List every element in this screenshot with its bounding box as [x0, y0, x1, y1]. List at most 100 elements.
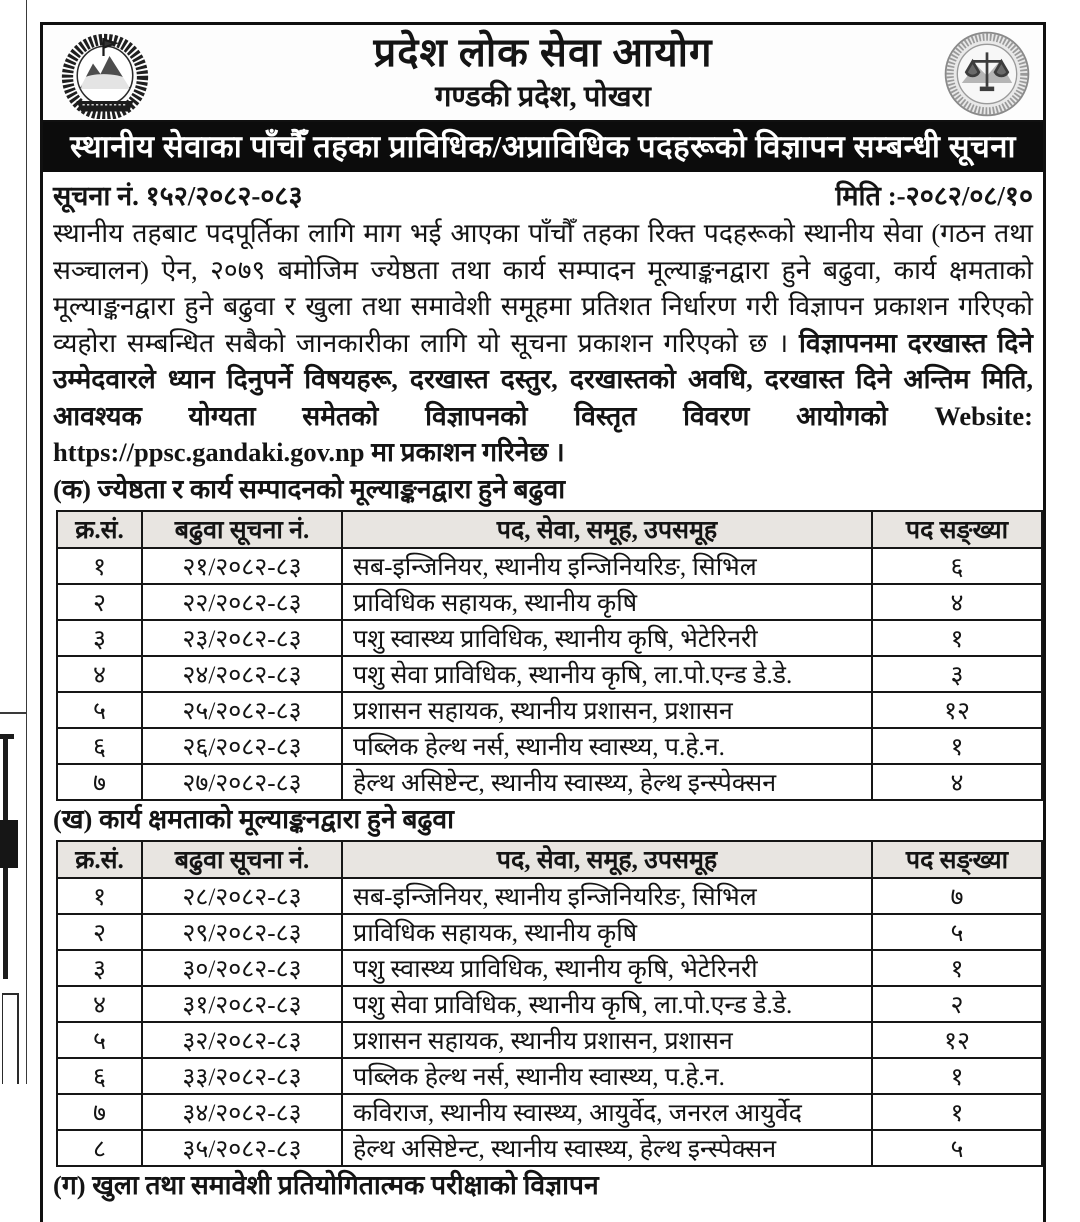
notice-date: मिति :-२०८२/०८/१०	[835, 181, 1033, 211]
notice-document: प्रदेश लोक सेवा आयोग गण्डकी प्रदेश, पोखर…	[40, 22, 1046, 1222]
col-header-notice: बढुवा सूचना नं.	[141, 509, 343, 549]
paragraph-bold-text: विज्ञापनमा दरखास्त दिने उम्मेदवारले ध्या…	[53, 327, 1033, 431]
cell-post: प्रशासन सहायक, स्थानीय प्रशासन, प्रशासन	[341, 1020, 873, 1059]
table-row: १ २१/२०८२-८३ सब-इन्जिनियर, स्थानीय इन्जिनि…	[56, 546, 1043, 585]
promotion-table-seniority: क्र.सं. बढुवा सूचना नं. पद, सेवा, समूह, …	[56, 509, 1043, 801]
cell-notice: २१/२०८२-८३	[141, 546, 343, 585]
cell-sn: १	[56, 546, 143, 585]
section-c-heading: (ग) खुला तथा समावेशी प्रतियोगितात्मक परी…	[53, 1169, 599, 1200]
table-row: ३ ३०/२०८२-८३ पशु स्वास्थ्य प्राविधिक, स्था…	[56, 948, 1043, 987]
adjacent-column-divider	[0, 712, 27, 714]
col-header-sn: क्र.सं.	[56, 509, 143, 549]
cell-count: १	[871, 1056, 1043, 1095]
cell-notice: २८/२०८२-८३	[141, 876, 343, 915]
table-row: ५ ३२/२०८२-८३ प्रशासन सहायक, स्थानीय प्रशास…	[56, 1020, 1043, 1059]
cell-post: पशु स्वास्थ्य प्राविधिक, स्थानीय कृषि, भ…	[341, 618, 873, 657]
paragraph-normal-text: स्थानीय तहबाट पदपूर्तिका लागि माग भई आएक…	[53, 218, 1033, 358]
cell-count: ३	[871, 654, 1043, 693]
table-row: २ २९/२०८२-८३ प्राविधिक सहायक, स्थानीय कृषि…	[56, 912, 1043, 951]
notice-body: सूचना नं. १५२/२०८२-०८३ मिति :-२०८२/०८/१०…	[43, 172, 1043, 1206]
table-row: ४ २४/२०८२-८३ पशु सेवा प्राविधिक, स्थानीय क…	[56, 654, 1043, 693]
table-row: ८ ३५/२०८२-८३ हेल्थ असिष्टेन्ट, स्थानीय स्व…	[56, 1128, 1043, 1167]
cell-sn: ८	[56, 1128, 143, 1167]
cell-count: १	[871, 948, 1043, 987]
cell-sn: ४	[56, 984, 143, 1023]
website-url: https://ppsc.gandaki.gov.np	[53, 437, 365, 467]
cell-sn: १	[56, 876, 143, 915]
cell-notice: २६/२०८२-८३	[141, 726, 343, 765]
table-header-row: क्र.सं. बढुवा सूचना नं. पद, सेवा, समूह, …	[56, 839, 1043, 879]
cell-post: हेल्थ असिष्टेन्ट, स्थानीय स्वास्थ्य, हेल…	[341, 762, 873, 801]
cell-count: १२	[871, 1020, 1043, 1059]
cell-sn: ५	[56, 690, 143, 729]
cell-sn: ५	[56, 1020, 143, 1059]
cell-count: ४	[871, 582, 1043, 621]
cell-post: पब्लिक हेल्थ नर्स, स्थानीय स्वास्थ्य, प.…	[341, 726, 873, 765]
cell-sn: ६	[56, 726, 143, 765]
cell-post: प्राविधिक सहायक, स्थानीय कृषि	[341, 582, 873, 621]
col-header-count: पद सङ्ख्या	[871, 509, 1043, 549]
cell-sn: ७	[56, 762, 143, 801]
page-edge-line	[26, 0, 27, 1084]
ppsc-seal-icon	[941, 29, 1033, 119]
cell-sn: ७	[56, 1092, 143, 1131]
notice-paragraph: स्थानीय तहबाट पदपूर्तिका लागि माग भई आएक…	[53, 215, 1033, 471]
cell-notice: ३३/२०८२-८३	[141, 1056, 343, 1095]
cell-sn: ४	[56, 654, 143, 693]
cell-notice: २७/२०८२-८३	[141, 762, 343, 801]
masthead: प्रदेश लोक सेवा आयोग गण्डकी प्रदेश, पोखर…	[43, 25, 1043, 122]
col-header-notice: बढुवा सूचना नं.	[141, 839, 343, 879]
col-header-sn: क्र.सं.	[56, 839, 143, 879]
section-a-heading: (क) ज्येष्ठता र कार्य सम्पादनको मूल्याङ्…	[53, 473, 566, 504]
cell-post: हेल्थ असिष्टेन्ट, स्थानीय स्वास्थ्य, हेल…	[341, 1128, 873, 1167]
cell-notice: ३०/२०८२-८३	[141, 948, 343, 987]
cell-sn: ६	[56, 1056, 143, 1095]
cell-count: १२	[871, 690, 1043, 729]
adjacent-banner-fragment	[0, 820, 18, 868]
cell-post: पशु सेवा प्राविधिक, स्थानीय कृषि, ला.पो.…	[341, 654, 873, 693]
cell-count: १	[871, 618, 1043, 657]
cell-count: ६	[871, 546, 1043, 585]
cell-notice: २९/२०८२-८३	[141, 912, 343, 951]
nepal-coat-of-arms-icon	[59, 29, 151, 121]
table-header-row: क्र.सं. बढुवा सूचना नं. पद, सेवा, समूह, …	[56, 509, 1043, 549]
cell-notice: ३५/२०८२-८३	[141, 1128, 343, 1167]
cell-post: सब-इन्जिनियर, स्थानीय इन्जिनियरिङ, सिभिल	[341, 876, 873, 915]
cell-post: प्राविधिक सहायक, स्थानीय कृषि	[341, 912, 873, 951]
cell-post: सब-इन्जिनियर, स्थानीय इन्जिनियरिङ, सिभिल	[341, 546, 873, 585]
cell-post: कविराज, स्थानीय स्वास्थ्य, आयुर्वेद, जनर…	[341, 1092, 873, 1131]
adjacent-table-fragment	[2, 993, 19, 1084]
promotion-table-capability: क्र.सं. बढुवा सूचना नं. पद, सेवा, समूह, …	[56, 839, 1043, 1167]
cell-post: पब्लिक हेल्थ नर्स, स्थानीय स्वास्थ्य, प.…	[341, 1056, 873, 1095]
table-row: २ २२/२०८२-८३ प्राविधिक सहायक, स्थानीय कृषि…	[56, 582, 1043, 621]
table-row: ४ ३१/२०८२-८३ पशु सेवा प्राविधिक, स्थानीय क…	[56, 984, 1043, 1023]
table-row: ६ ३३/२०८२-८३ पब्लिक हेल्थ नर्स, स्थानीय स्…	[56, 1056, 1043, 1095]
cell-sn: २	[56, 582, 143, 621]
cell-post: पशु सेवा प्राविधिक, स्थानीय कृषि, ला.पो.…	[341, 984, 873, 1023]
cell-count: ५	[871, 1128, 1043, 1167]
cell-notice: ३१/२०८२-८३	[141, 984, 343, 1023]
paragraph-bold-tail: मा प्रकाशन गरिनेछ ।	[364, 437, 565, 467]
table-row: ३ २३/२०८२-८३ पशु स्वास्थ्य प्राविधिक, स्था…	[56, 618, 1043, 657]
table-row: ७ ३४/२०८२-८३ कविराज, स्थानीय स्वास्थ्य, आय…	[56, 1092, 1043, 1131]
adjacent-column-border-top	[0, 734, 14, 739]
cell-post: पशु स्वास्थ्य प्राविधिक, स्थानीय कृषि, भ…	[341, 948, 873, 987]
cell-notice: २४/२०८२-८३	[141, 654, 343, 693]
cell-notice: ३४/२०८२-८३	[141, 1092, 343, 1131]
cell-notice: २३/२०८२-८३	[141, 618, 343, 657]
cell-count: ४	[871, 762, 1043, 801]
org-name: प्रदेश लोक सेवा आयोग	[373, 30, 713, 75]
banner-title: स्थानीय सेवाका पाँचौँ तहका प्राविधिक/अप्…	[43, 122, 1043, 172]
cell-count: २	[871, 984, 1043, 1023]
table-row: ७ २७/२०८२-८३ हेल्थ असिष्टेन्ट, स्थानीय स्व…	[56, 762, 1043, 801]
col-header-post: पद, सेवा, समूह, उपसमूह	[341, 839, 873, 879]
cell-notice: २५/२०८२-८३	[141, 690, 343, 729]
table-row: ५ २५/२०८२-८३ प्रशासन सहायक, स्थानीय प्रशास…	[56, 690, 1043, 729]
cell-sn: २	[56, 912, 143, 951]
col-header-count: पद सङ्ख्या	[871, 839, 1043, 879]
cell-count: ७	[871, 876, 1043, 915]
section-b-heading: (ख) कार्य क्षमताको मूल्याङ्कनद्वारा हुने…	[53, 803, 454, 834]
cell-notice: २२/२०८२-८३	[141, 582, 343, 621]
col-header-post: पद, सेवा, समूह, उपसमूह	[341, 509, 873, 549]
notice-number: सूचना नं. १५२/२०८२-०८३	[53, 181, 303, 211]
